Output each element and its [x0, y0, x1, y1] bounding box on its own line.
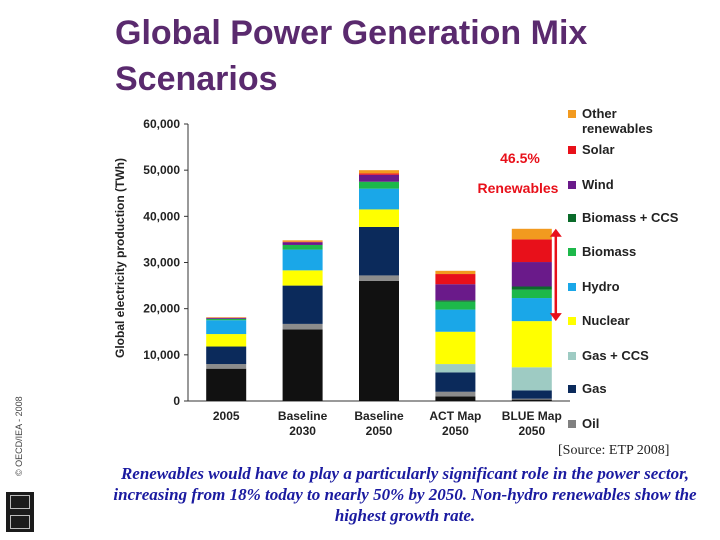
source-note: [Source: ETP 2008]: [558, 443, 670, 458]
caption-text: Renewables would have to play a particul…: [113, 464, 697, 525]
bar-segment: [435, 301, 476, 310]
legend-swatch: [568, 283, 576, 291]
annotation-label: Renewables: [478, 180, 559, 196]
bar-segment: [282, 249, 323, 271]
bar-segment: [206, 346, 247, 365]
legend-label: Gas: [582, 381, 607, 396]
bar-segment: [511, 298, 552, 322]
bar-segment: [206, 368, 247, 401]
renewables-arrow-head-bottom: [549, 313, 562, 322]
legend-swatch: [568, 181, 576, 189]
bar-segment: [206, 318, 247, 321]
y-tick-label: 50,000: [143, 163, 180, 177]
legend-swatch: [568, 420, 576, 428]
bar-segment: [511, 286, 552, 290]
bar-segment: [511, 398, 552, 400]
y-tick-label: 40,000: [143, 209, 180, 223]
bar-segment: [435, 364, 476, 373]
legend-swatch: [568, 317, 576, 325]
bar-segment: [359, 181, 399, 189]
x-tick-label: Baseline: [278, 409, 328, 423]
bar-segment: [435, 396, 476, 401]
iea-logo: [6, 492, 34, 532]
legend-swatch: [568, 214, 576, 222]
bar-segment: [282, 240, 323, 242]
renewables-arrow-head-top: [549, 228, 562, 237]
legend-label: Biomass + CCS: [582, 210, 679, 225]
bar-segment: [359, 209, 399, 227]
bar-segment: [359, 188, 399, 210]
x-tick-label: Baseline: [354, 409, 404, 423]
bar-segment: [511, 228, 552, 240]
bar-segment: [206, 334, 247, 347]
legend-label: Other: [582, 106, 617, 121]
bar-segment: [435, 372, 476, 392]
bar-segment: [282, 244, 323, 250]
annotation-percent: 46.5%: [500, 150, 540, 166]
bar-segment: [435, 309, 476, 332]
bar-segment: [435, 300, 476, 302]
bar-segment: [359, 275, 399, 281]
bar-segment: [511, 390, 552, 399]
x-tick-label: 2050: [442, 424, 469, 438]
bar-segment: [282, 323, 323, 330]
legend-label: Wind: [582, 177, 614, 192]
bar-segment: [282, 242, 323, 245]
bar-segment: [206, 317, 247, 319]
legend-label: Hydro: [582, 279, 620, 294]
bar-segment: [206, 364, 247, 369]
bar-segment: [511, 239, 552, 263]
legend-label: Oil: [582, 416, 599, 431]
copyright-note: © OECD/IEA - 2008: [14, 396, 24, 476]
y-axis-label: Global electricity production (TWh): [113, 158, 127, 358]
legend-label: Solar: [582, 142, 615, 157]
x-tick-label: 2030: [289, 424, 316, 438]
y-tick-label: 0: [173, 394, 180, 408]
bar-segment: [359, 280, 399, 401]
bar-segment: [359, 173, 399, 175]
legend-label: Biomass: [582, 244, 636, 259]
y-tick-label: 60,000: [143, 117, 180, 131]
x-tick-label: ACT Map: [429, 409, 481, 423]
legend-label: Nuclear: [582, 313, 630, 328]
bar-segment: [282, 270, 323, 286]
bar-segment: [359, 226, 399, 276]
legend-label: Gas + CCS: [582, 348, 649, 363]
bar-segment: [206, 320, 247, 335]
legend-swatch: [568, 110, 576, 118]
bar-segment: [359, 170, 399, 174]
x-tick-label: BLUE Map: [502, 409, 562, 423]
bar-segment: [435, 391, 476, 397]
bar-segment: [435, 331, 476, 365]
bar-segment: [511, 367, 552, 391]
legend-label: renewables: [582, 121, 653, 136]
page-title: Global Power Generation Mix Scenarios: [115, 14, 588, 98]
bar-segment: [435, 270, 476, 275]
x-tick-label: 2050: [518, 424, 545, 438]
bar-segment: [359, 174, 399, 182]
y-tick-label: 10,000: [143, 348, 180, 362]
legend-swatch: [568, 385, 576, 393]
bar-segment: [511, 399, 552, 401]
y-tick-label: 30,000: [143, 256, 180, 270]
x-tick-label: 2005: [213, 409, 240, 423]
legend-swatch: [568, 352, 576, 360]
bar-segment: [511, 289, 552, 299]
bar-segment: [511, 321, 552, 368]
bar-segment: [435, 284, 476, 301]
bar-segment: [435, 274, 476, 285]
x-tick-label: 2050: [366, 424, 393, 438]
bar-segment: [511, 262, 552, 287]
bar-segment: [282, 329, 323, 401]
y-tick-label: 20,000: [143, 302, 180, 316]
bar-segment: [282, 285, 323, 324]
legend-swatch: [568, 248, 576, 256]
legend-swatch: [568, 146, 576, 154]
